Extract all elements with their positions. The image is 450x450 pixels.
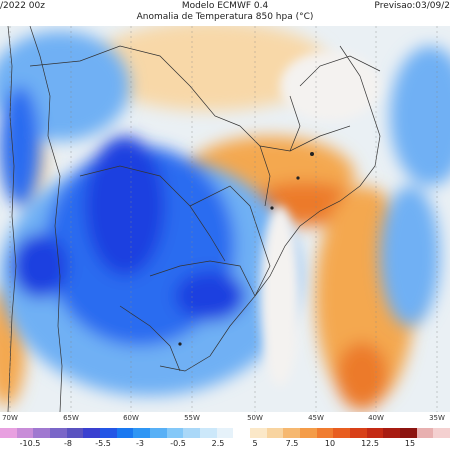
andes-border [29, 26, 63, 412]
map-header: /2022 00z Modelo ECMWF 0.4 Anomalia de T… [0, 0, 450, 26]
legend-tick-label: 7.5 [285, 439, 299, 448]
legend-swatch [50, 428, 67, 438]
legend-swatch [83, 428, 101, 438]
forecast-date-label: Previsao:03/09/2 [374, 1, 450, 11]
legend-swatch [133, 428, 151, 438]
lon-tick-label: 35W [429, 414, 445, 422]
model-title: Modelo ECMWF 0.4 [181, 1, 269, 11]
legend-swatch [116, 428, 134, 438]
legend-tick-label: -3 [136, 439, 144, 448]
legend-swatch [383, 428, 401, 438]
legend-swatch [283, 428, 301, 438]
legend-swatch [350, 428, 367, 438]
legend-tick-label: 5 [252, 439, 258, 448]
anomaly-map-svg [0, 26, 450, 412]
legend-swatch [366, 428, 384, 438]
legend-swatch [33, 428, 51, 438]
lon-tick-label: 65W [63, 414, 79, 422]
legend-swatch [300, 428, 317, 438]
warm-core-south [336, 342, 388, 410]
legend-tick-label: 2.5 [211, 439, 225, 448]
legend-swatch [316, 428, 334, 438]
legend-swatch [150, 428, 167, 438]
color-legend-labels: -10.5 -8 -5.5 -3 -0.5 2.5 5 7.5 10 12.5 … [0, 439, 450, 449]
lakes [178, 152, 314, 346]
legend-tick-label: -8 [64, 439, 72, 448]
legend-swatch [216, 428, 234, 438]
legend-swatch [200, 428, 217, 438]
longitude-axis: 70W 65W 60W 55W 50W 45W 40W 35W [0, 412, 450, 426]
cold-core-south [175, 271, 245, 321]
legend-swatch [333, 428, 351, 438]
state-border-d [289, 95, 301, 152]
legend-swatch [183, 428, 201, 438]
legend-tick-label: -10.5 [19, 439, 41, 448]
lake [310, 152, 314, 156]
legend-swatch [166, 428, 184, 438]
lake [296, 176, 300, 180]
pacific-coastline [7, 26, 17, 412]
legend-swatch [400, 428, 417, 438]
legend-swatch [66, 428, 84, 438]
graticule [9, 26, 438, 412]
lon-tick-label: 60W [123, 414, 139, 422]
legend-swatch [100, 428, 117, 438]
lon-tick-label: 50W [247, 414, 263, 422]
field-subtitle: Anomalia de Temperatura 850 hpa (°C) [136, 12, 314, 22]
legend-swatch [416, 428, 434, 438]
cold-anomaly-layer [0, 31, 450, 396]
anomaly-map [0, 26, 450, 412]
lake [270, 206, 274, 210]
legend-swatch [233, 428, 251, 438]
legend-tick-label: 10 [324, 439, 336, 448]
state-border-b [259, 145, 271, 207]
legend-tick-label: 15 [404, 439, 416, 448]
color-legend-strip [0, 428, 450, 438]
cold-patch-northeast [390, 46, 450, 186]
warm-patch-north [90, 26, 330, 111]
lon-tick-label: 55W [184, 414, 200, 422]
lon-tick-label: 70W [2, 414, 18, 422]
run-date-label: /2022 00z [0, 1, 45, 11]
lon-tick-label: 40W [368, 414, 384, 422]
legend-swatch [250, 428, 267, 438]
legend-swatch [16, 428, 34, 438]
atlantic-coastline [254, 45, 381, 297]
legend-swatch [0, 428, 17, 438]
cold-patch-southeast [380, 186, 440, 326]
cold-core-west [12, 234, 68, 298]
legend-tick-label: -0.5 [170, 439, 186, 448]
state-border-c [299, 55, 381, 87]
cold-patch-pacific [0, 86, 40, 206]
legend-tick-label: -5.5 [95, 439, 111, 448]
color-legend: -10.5 -8 -5.5 -3 -0.5 2.5 5 7.5 10 12.5 … [0, 426, 450, 450]
bolivia-border [29, 45, 241, 127]
river-boundary [119, 305, 181, 372]
paraguay-border [79, 165, 226, 262]
legend-tick-label: 12.5 [361, 439, 379, 448]
lake [178, 342, 182, 346]
legend-swatch [433, 428, 450, 438]
lon-tick-label: 45W [308, 414, 324, 422]
neutral-band-central [260, 206, 300, 386]
cold-core-north [85, 136, 165, 276]
legend-swatch [266, 428, 284, 438]
